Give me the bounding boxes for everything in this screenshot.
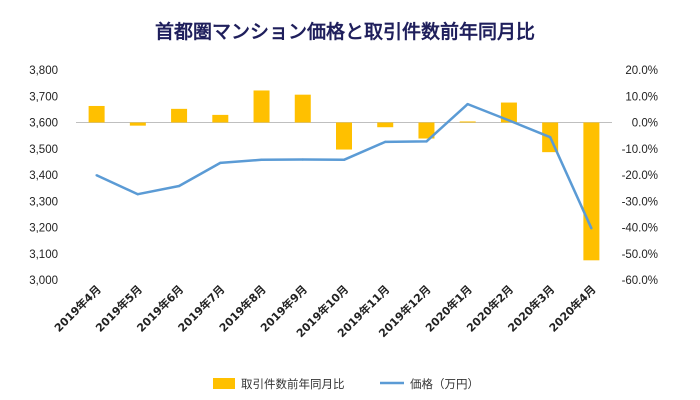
- x-axis: 2019年4月2019年5月2019年6月2019年7月2019年8月2019年…: [51, 282, 598, 340]
- left-tick-label: 3,000: [29, 275, 58, 287]
- right-tick-label: 0.0%: [632, 118, 658, 130]
- bar: [583, 122, 600, 261]
- left-axis: 3,000 3,100 3,200 3,300 3,400 3,500 3,600 3,700…: [29, 65, 58, 287]
- left-tick-label: 3,500: [29, 144, 58, 156]
- left-tick-label: 3,400: [29, 170, 58, 182]
- bar: [129, 122, 146, 126]
- line-series: [95, 102, 593, 230]
- price-point: [507, 119, 511, 122]
- right-tick-label: -60.0%: [622, 275, 658, 287]
- price-point: [384, 140, 387, 144]
- bar: [253, 90, 270, 123]
- price-point: [95, 174, 98, 177]
- right-tick-label: -10.0%: [622, 144, 658, 156]
- price-point: [590, 227, 593, 230]
- price-point: [342, 158, 346, 161]
- left-tick-label: 3,200: [29, 223, 58, 235]
- price-point: [219, 161, 222, 165]
- price-point: [177, 184, 181, 188]
- price-point: [425, 140, 428, 143]
- bar: [377, 122, 394, 128]
- price-point: [301, 158, 304, 161]
- price-point: [548, 136, 552, 139]
- bar-series: [88, 90, 600, 261]
- bar: [459, 121, 476, 123]
- left-tick-label: 3,600: [29, 118, 58, 130]
- bar: [212, 114, 229, 123]
- bar: [336, 122, 352, 150]
- right-tick-label: 20.0%: [625, 65, 658, 77]
- bar: [294, 94, 311, 123]
- legend-bar-label: 取引件数前年同月比: [241, 377, 345, 391]
- left-tick-label: 3,300: [29, 196, 58, 208]
- right-tick-label: -20.0%: [622, 170, 658, 182]
- legend: 取引件数前年同月比 価格（万円）: [213, 377, 479, 391]
- price-point: [260, 158, 263, 161]
- left-tick-label: 3,100: [29, 249, 58, 261]
- left-tick-label: 3,700: [29, 91, 58, 103]
- bar: [171, 108, 188, 123]
- right-tick-label: -30.0%: [622, 196, 658, 208]
- right-tick-label: -50.0%: [622, 249, 658, 261]
- legend-line-label: 価格（万円）: [410, 377, 479, 391]
- right-tick-label: -40.0%: [622, 223, 658, 235]
- chart-title: 首都圏マンション価格と取引件数前年同月比: [155, 20, 535, 43]
- legend-bar-swatch: [213, 378, 235, 389]
- bar: [418, 122, 435, 139]
- right-axis: -60.0% -50.0% -40.0% -30.0% -20.0% -10.0% 0.0%…: [622, 65, 658, 287]
- bar: [88, 105, 105, 123]
- price-point: [136, 192, 140, 196]
- left-tick-label: 3,800: [29, 65, 58, 77]
- price-point: [466, 102, 469, 106]
- right-tick-label: 10.0%: [625, 91, 658, 103]
